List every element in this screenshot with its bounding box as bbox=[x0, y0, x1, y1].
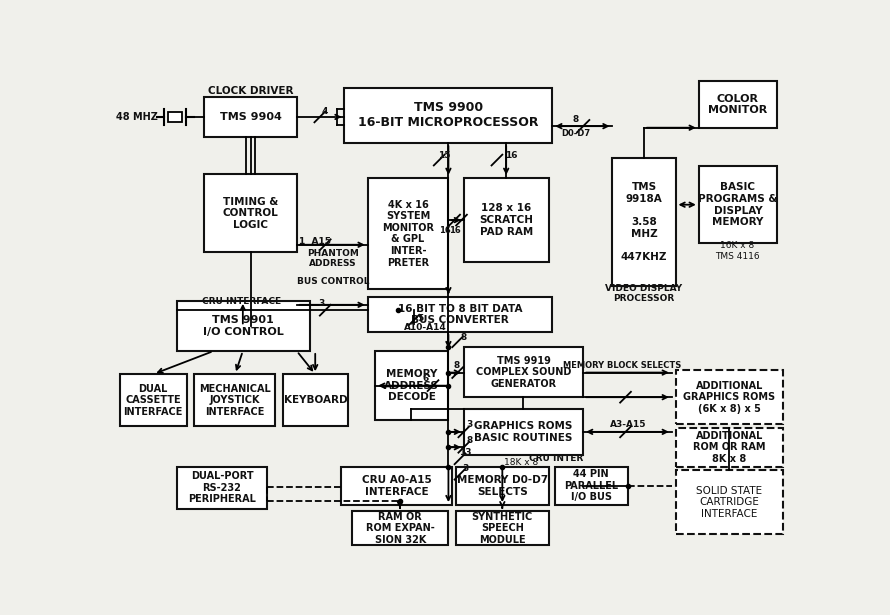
Text: MEMORY D0-D7
SELECTS: MEMORY D0-D7 SELECTS bbox=[457, 475, 548, 496]
Text: 16 BIT TO 8 BIT DATA
BUS CONVERTER: 16 BIT TO 8 BIT DATA BUS CONVERTER bbox=[398, 304, 522, 325]
FancyBboxPatch shape bbox=[205, 174, 296, 252]
Text: MECHANICAL
JOYSTICK
INTERFACE: MECHANICAL JOYSTICK INTERFACE bbox=[198, 384, 271, 417]
Text: A3-A15: A3-A15 bbox=[610, 419, 646, 429]
FancyBboxPatch shape bbox=[676, 370, 783, 424]
FancyBboxPatch shape bbox=[119, 374, 187, 426]
FancyBboxPatch shape bbox=[342, 467, 452, 505]
Text: 13: 13 bbox=[459, 448, 472, 457]
Text: TMS 9901
I/O CONTROL: TMS 9901 I/O CONTROL bbox=[203, 315, 284, 337]
Text: 128 x 16
SCRATCH
PAD RAM: 128 x 16 SCRATCH PAD RAM bbox=[479, 204, 533, 237]
FancyBboxPatch shape bbox=[554, 467, 627, 505]
FancyBboxPatch shape bbox=[344, 88, 553, 143]
FancyBboxPatch shape bbox=[676, 470, 783, 534]
FancyBboxPatch shape bbox=[283, 374, 348, 426]
Text: PHANTOM
ADDRESS: PHANTOM ADDRESS bbox=[307, 249, 359, 268]
Text: TMS
9918A

3.58
MHZ

447KHZ: TMS 9918A 3.58 MHZ 447KHZ bbox=[620, 182, 668, 262]
Text: GRAPHICS ROMS
BASIC ROUTINES: GRAPHICS ROMS BASIC ROUTINES bbox=[474, 421, 572, 443]
FancyBboxPatch shape bbox=[168, 111, 182, 122]
Text: ADDITIONAL
ROM OR RAM
8K x 8: ADDITIONAL ROM OR RAM 8K x 8 bbox=[693, 430, 765, 464]
Text: 3: 3 bbox=[319, 299, 325, 308]
Text: 8: 8 bbox=[461, 333, 467, 342]
Text: TMS 9904: TMS 9904 bbox=[220, 112, 281, 122]
Text: RAM OR
ROM EXPAN-
SION 32K: RAM OR ROM EXPAN- SION 32K bbox=[366, 512, 434, 545]
Text: 8: 8 bbox=[572, 115, 578, 124]
Text: A10-A14: A10-A14 bbox=[404, 323, 447, 332]
Text: 15: 15 bbox=[439, 151, 451, 160]
FancyBboxPatch shape bbox=[176, 301, 310, 351]
FancyBboxPatch shape bbox=[205, 97, 296, 137]
FancyBboxPatch shape bbox=[457, 511, 548, 545]
Text: 16: 16 bbox=[449, 226, 461, 234]
FancyBboxPatch shape bbox=[612, 159, 676, 285]
Text: D0-D7: D0-D7 bbox=[561, 129, 590, 138]
Text: CRU INTERFACE: CRU INTERFACE bbox=[202, 297, 281, 306]
Text: 3: 3 bbox=[467, 421, 473, 429]
Text: 5: 5 bbox=[417, 314, 423, 323]
Text: 4K x 16
SYSTEM
MONITOR
& GPL
INTER-
PRETER: 4K x 16 SYSTEM MONITOR & GPL INTER- PRET… bbox=[382, 200, 434, 268]
FancyBboxPatch shape bbox=[699, 82, 777, 128]
FancyBboxPatch shape bbox=[376, 351, 449, 420]
FancyBboxPatch shape bbox=[176, 467, 268, 509]
FancyBboxPatch shape bbox=[194, 374, 275, 426]
FancyBboxPatch shape bbox=[368, 297, 553, 331]
Text: 6: 6 bbox=[422, 374, 428, 383]
Text: KEYBOARD: KEYBOARD bbox=[284, 395, 347, 405]
FancyBboxPatch shape bbox=[457, 467, 548, 505]
FancyBboxPatch shape bbox=[352, 511, 449, 545]
Text: CLOCK DRIVER: CLOCK DRIVER bbox=[207, 85, 294, 96]
Text: DUAL
CASSETTE
INTERFACE: DUAL CASSETTE INTERFACE bbox=[124, 384, 182, 417]
Text: BASIC
PROGRAMS &
DISPLAY
MEMORY: BASIC PROGRAMS & DISPLAY MEMORY bbox=[699, 182, 778, 227]
Text: TMS 9919
COMPLEX SOUND
GENERATOR: TMS 9919 COMPLEX SOUND GENERATOR bbox=[476, 355, 571, 389]
Text: VIDEO DISPLAY
PROCESSOR: VIDEO DISPLAY PROCESSOR bbox=[605, 284, 683, 303]
Text: 18K x 8: 18K x 8 bbox=[505, 458, 538, 467]
FancyBboxPatch shape bbox=[464, 347, 583, 397]
Text: DUAL-PORT
RS-232
PERIPHERAL: DUAL-PORT RS-232 PERIPHERAL bbox=[188, 471, 256, 504]
Text: 16: 16 bbox=[439, 226, 450, 234]
Text: SOLID STATE
CARTRIDGE
INTERFACE: SOLID STATE CARTRIDGE INTERFACE bbox=[696, 486, 763, 519]
Text: TMS 9900
16-BIT MICROPROCESSOR: TMS 9900 16-BIT MICROPROCESSOR bbox=[358, 101, 538, 129]
Text: TIMING &
CONTROL
LOGIC: TIMING & CONTROL LOGIC bbox=[222, 197, 279, 230]
Text: CRU INTER: CRU INTER bbox=[529, 454, 583, 463]
Text: 48 MHZ: 48 MHZ bbox=[117, 112, 158, 122]
Text: 44 PIN
PARALLEL
I/O BUS: 44 PIN PARALLEL I/O BUS bbox=[564, 469, 619, 502]
FancyBboxPatch shape bbox=[676, 428, 783, 467]
Text: 16: 16 bbox=[506, 151, 518, 160]
Text: COLOR
MONITOR: COLOR MONITOR bbox=[708, 94, 767, 116]
Text: ADDITIONAL
GRAPHICS ROMS
(6K x 8) x 5: ADDITIONAL GRAPHICS ROMS (6K x 8) x 5 bbox=[684, 381, 775, 414]
Text: 4: 4 bbox=[322, 107, 328, 116]
Text: 8: 8 bbox=[467, 436, 473, 445]
Text: 1  A15: 1 A15 bbox=[299, 237, 331, 246]
FancyBboxPatch shape bbox=[464, 178, 548, 263]
Text: 16K x 8
TMS 4116: 16K x 8 TMS 4116 bbox=[715, 241, 759, 261]
Text: MEMORY BLOCK SELECTS: MEMORY BLOCK SELECTS bbox=[562, 361, 681, 370]
Text: 3: 3 bbox=[462, 464, 468, 472]
Text: CRU A0-A15
INTERFACE: CRU A0-A15 INTERFACE bbox=[362, 475, 432, 496]
Text: 8: 8 bbox=[453, 361, 459, 370]
FancyBboxPatch shape bbox=[368, 178, 449, 290]
Text: BUS CONTROL: BUS CONTROL bbox=[296, 277, 369, 286]
Text: MEMORY
ADDRESS
DECODE: MEMORY ADDRESS DECODE bbox=[384, 369, 440, 402]
FancyBboxPatch shape bbox=[464, 409, 583, 455]
FancyBboxPatch shape bbox=[699, 166, 777, 243]
Text: SYNTHETIC
SPEECH
MODULE: SYNTHETIC SPEECH MODULE bbox=[472, 512, 533, 545]
